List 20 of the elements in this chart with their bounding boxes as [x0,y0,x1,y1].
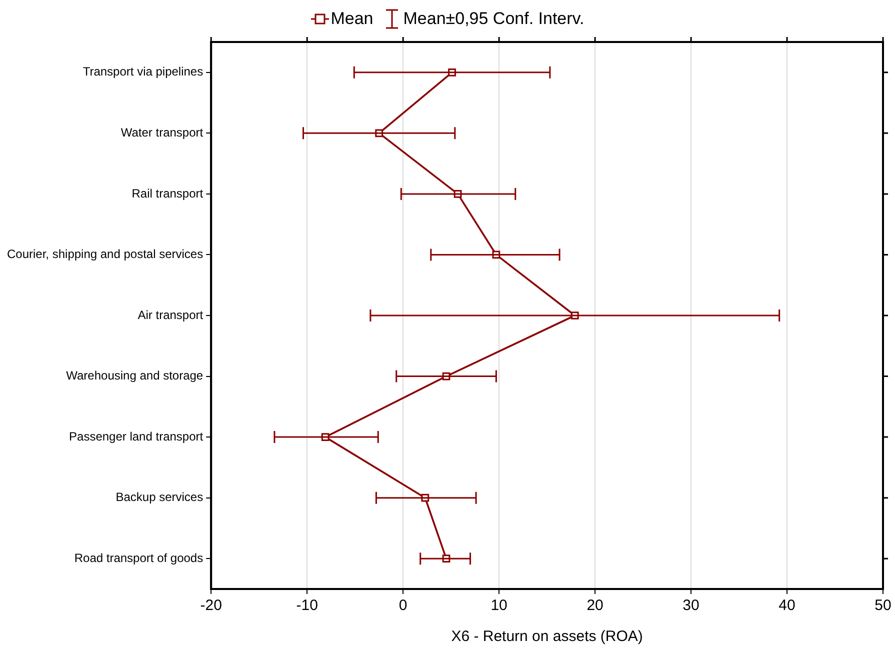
x-tick-label: 40 [778,597,796,614]
x-tick-label: 50 [874,597,892,614]
y-tick-label: Road transport of goods [74,550,204,565]
x-axis-title: X6 - Return on assets (ROA) [451,628,643,646]
y-tick-label: Passenger land transport [69,429,204,444]
x-tick-label: 20 [586,597,604,614]
x-tick-label: 10 [490,597,508,614]
y-tick-label: Warehousing and storage [66,368,204,383]
y-tick-label: Backup services [116,490,204,504]
y-tick-label: Water transport [120,125,204,140]
x-tick-label: -10 [296,597,318,614]
legend-label: Mean [330,9,374,29]
y-tick-label: Courier, shipping and postal services [7,247,204,262]
y-tick-label: Rail transport [132,186,204,200]
y-tick-label: Air transport [138,308,204,322]
x-tick-label: 0 [398,597,408,614]
text: Mean±0,95 Conf. Interv. [403,9,584,29]
x-tick-label: -20 [200,597,222,614]
y-tick-label: Transport via pipelines [82,64,204,79]
x-tick-label: 30 [682,597,700,614]
